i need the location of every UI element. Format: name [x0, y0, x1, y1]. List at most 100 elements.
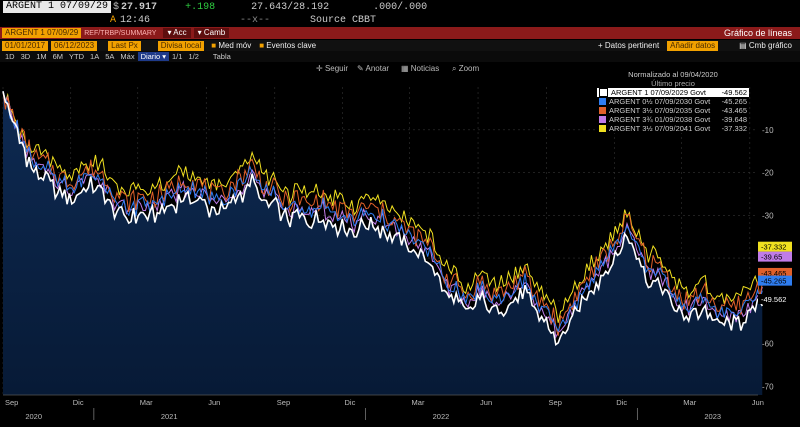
xtick-label-5: Dic — [345, 398, 356, 407]
end-label-4: -49.562 — [761, 295, 786, 304]
quote-header: ARGENT 1 07/09/29 $ 27.917 +.198 27.643/… — [0, 0, 800, 14]
legend-entry-4[interactable]: ARGENT 3½ 07/09/2041 Govt -37.332 — [597, 124, 749, 133]
plus-icon: + — [598, 41, 605, 50]
legend-subtitle: Último precio — [651, 79, 695, 88]
legend-swatch-icon — [599, 98, 606, 105]
price-change: +.198 — [185, 1, 216, 13]
legend-value: -39.648 — [721, 115, 747, 124]
ticker-label[interactable]: ARGENT 1 07/09/29 — [3, 1, 112, 13]
legend-value: -49.562 — [721, 88, 747, 97]
end-label-bg-1 — [758, 251, 792, 262]
checkbox-icon: ■ — [211, 41, 219, 50]
ytick-label-2: -30 — [762, 211, 774, 220]
end-label-bg-2 — [758, 267, 792, 278]
start-date-field[interactable]: 01/01/2017 — [2, 40, 49, 51]
legend-value: -45.265 — [721, 97, 747, 106]
series-line-2 — [2, 91, 763, 336]
legend-swatch-icon — [599, 125, 606, 132]
zoom-tool[interactable]: ⌕ Zoom — [452, 64, 480, 73]
period-bar: 1D 3D 1M 6M YTD 1A 5A Máx Diario ▾ 1/1 1/2 Tabla — [0, 51, 800, 62]
currency-select[interactable]: Divisa local — [157, 40, 205, 51]
magnifier-icon: ⌕ — [452, 64, 459, 73]
data-points-button[interactable]: + Datos pertinent — [598, 41, 660, 50]
end-label-bg-0 — [758, 241, 792, 252]
checkbox-icon: ■ — [259, 41, 267, 50]
moving-average-toggle[interactable]: ■ Med móv — [211, 41, 252, 50]
period-tab-7[interactable]: Máx — [120, 52, 135, 61]
period-tab-1[interactable]: 3D — [20, 52, 31, 61]
xtick-label-0: Sep — [5, 398, 18, 407]
function-toolbar: ARGENT 1 07/09/29 REF/TRBP/SUMMARY ▾ Acc… — [0, 27, 800, 39]
legend-entry-3[interactable]: ARGENT 3¾ 01/09/2038 Govt -39.648 — [597, 115, 749, 124]
legend-label: ARGENT 3½ 07/09/2035 Govt — [609, 106, 711, 115]
annotate-tool[interactable]: ✎ Anotar — [357, 64, 390, 73]
year-label-1: 2021 — [161, 412, 178, 421]
xtick-label-6: Mar — [412, 398, 425, 407]
period-tab-0[interactable]: 1D — [5, 52, 15, 61]
page-title: Gráfico de líneas — [723, 28, 792, 38]
year-label-3: 2023 — [704, 412, 721, 421]
period-tab-9[interactable]: 1/1 — [172, 52, 183, 61]
period-tab-5[interactable]: 1A — [90, 52, 100, 61]
line-chart[interactable]: -10-20-30-40-50-60-70 SepDicMarJunSepDic… — [0, 62, 800, 425]
xtick-label-1: Dic — [73, 398, 84, 407]
period-tab-3[interactable]: 6M — [52, 52, 64, 61]
legend-swatch-icon — [599, 107, 606, 114]
legend-swatch-icon — [599, 116, 606, 123]
legend-value: -43.465 — [721, 106, 747, 115]
ytick-label-1: -20 — [762, 169, 774, 178]
xtick-label-2: Mar — [140, 398, 153, 407]
xtick-label-9: Dic — [616, 398, 627, 407]
chart-legend: Normalizado al 09/04/2020 Último precio … — [597, 70, 749, 133]
end-label-bg-3 — [758, 275, 792, 286]
ytick-label-6: -70 — [762, 382, 774, 391]
xtick-label-7: Jun — [480, 398, 492, 407]
period-tab-8[interactable]: Diario ▾ — [137, 52, 170, 61]
add-data-button[interactable]: Añadir datos — [667, 40, 719, 51]
yield-bid-ask: .000/.000 — [373, 1, 428, 13]
crosshair-icon: ✛ — [316, 64, 325, 73]
end-label-bg-4 — [758, 294, 792, 305]
follow-tool[interactable]: ✛ Seguir — [316, 64, 349, 73]
legend-swatch-icon — [599, 88, 608, 97]
time-prefix: A — [110, 14, 117, 26]
ticker-suffix: REF/TRBP/SUMMARY — [84, 29, 157, 37]
ticker-field[interactable]: ARGENT 1 07/09/29 — [2, 28, 82, 38]
year-label-2: 2022 — [433, 412, 450, 421]
end-label-3: -45.265 — [761, 277, 786, 286]
series-line-4 — [2, 91, 763, 323]
xtick-label-10: Mar — [683, 398, 696, 407]
end-date-field[interactable]: 06/12/2023 — [51, 40, 98, 51]
period-tab-6[interactable]: 5A — [105, 52, 115, 61]
bid-ask: 27.643/28.192 — [251, 1, 330, 13]
events-toggle[interactable]: ■ Eventos clave — [259, 41, 317, 50]
news-tool[interactable]: ▦ Noticias — [401, 64, 440, 73]
legend-entry-1[interactable]: ARGENT 0½ 07/09/2030 Govt -45.265 — [597, 97, 749, 106]
year-label-0: 2020 — [25, 412, 42, 421]
xtick-label-4: Sep — [277, 398, 290, 407]
chart-svg[interactable]: -10-20-30-40-50-60-70 SepDicMarJunSepDic… — [0, 62, 800, 425]
change-button[interactable]: ▾ Camb — [193, 28, 230, 38]
field-select[interactable]: Last Px — [108, 40, 141, 51]
end-label-1: -39.65 — [761, 253, 782, 262]
legend-entry-0[interactable]: ARGENT 1 07/09/2029 Govt -49.562 — [597, 88, 749, 97]
end-label-2: -43.465 — [761, 269, 786, 278]
legend-title: Normalizado al 09/04/2020 — [628, 70, 718, 79]
quote-time: 12:46 — [120, 14, 151, 26]
legend-value: -37.332 — [721, 124, 747, 133]
area-fill — [3, 91, 763, 396]
legend-label: ARGENT 1 07/09/2029 Govt — [611, 88, 706, 97]
change-chart-button[interactable]: ▤ Cmb gráfico — [739, 41, 792, 50]
legend-entry-2[interactable]: ARGENT 3½ 07/09/2035 Govt -43.465 — [597, 106, 749, 115]
actions-button[interactable]: ▾ Acc — [163, 28, 191, 38]
separator: --x-- — [240, 14, 271, 26]
period-tab-4[interactable]: YTD — [69, 52, 85, 61]
period-tab-2[interactable]: 1M — [36, 52, 47, 61]
period-tab-10[interactable]: 1/2 — [188, 52, 199, 61]
xtick-label-8: Sep — [549, 398, 562, 407]
end-label-0: -37.332 — [761, 243, 786, 252]
xtick-label-3: Jun — [208, 398, 220, 407]
news-icon: ▦ — [401, 64, 411, 73]
table-button[interactable]: Tabla — [212, 52, 231, 61]
chevron-down-icon: ▾ — [167, 28, 174, 37]
